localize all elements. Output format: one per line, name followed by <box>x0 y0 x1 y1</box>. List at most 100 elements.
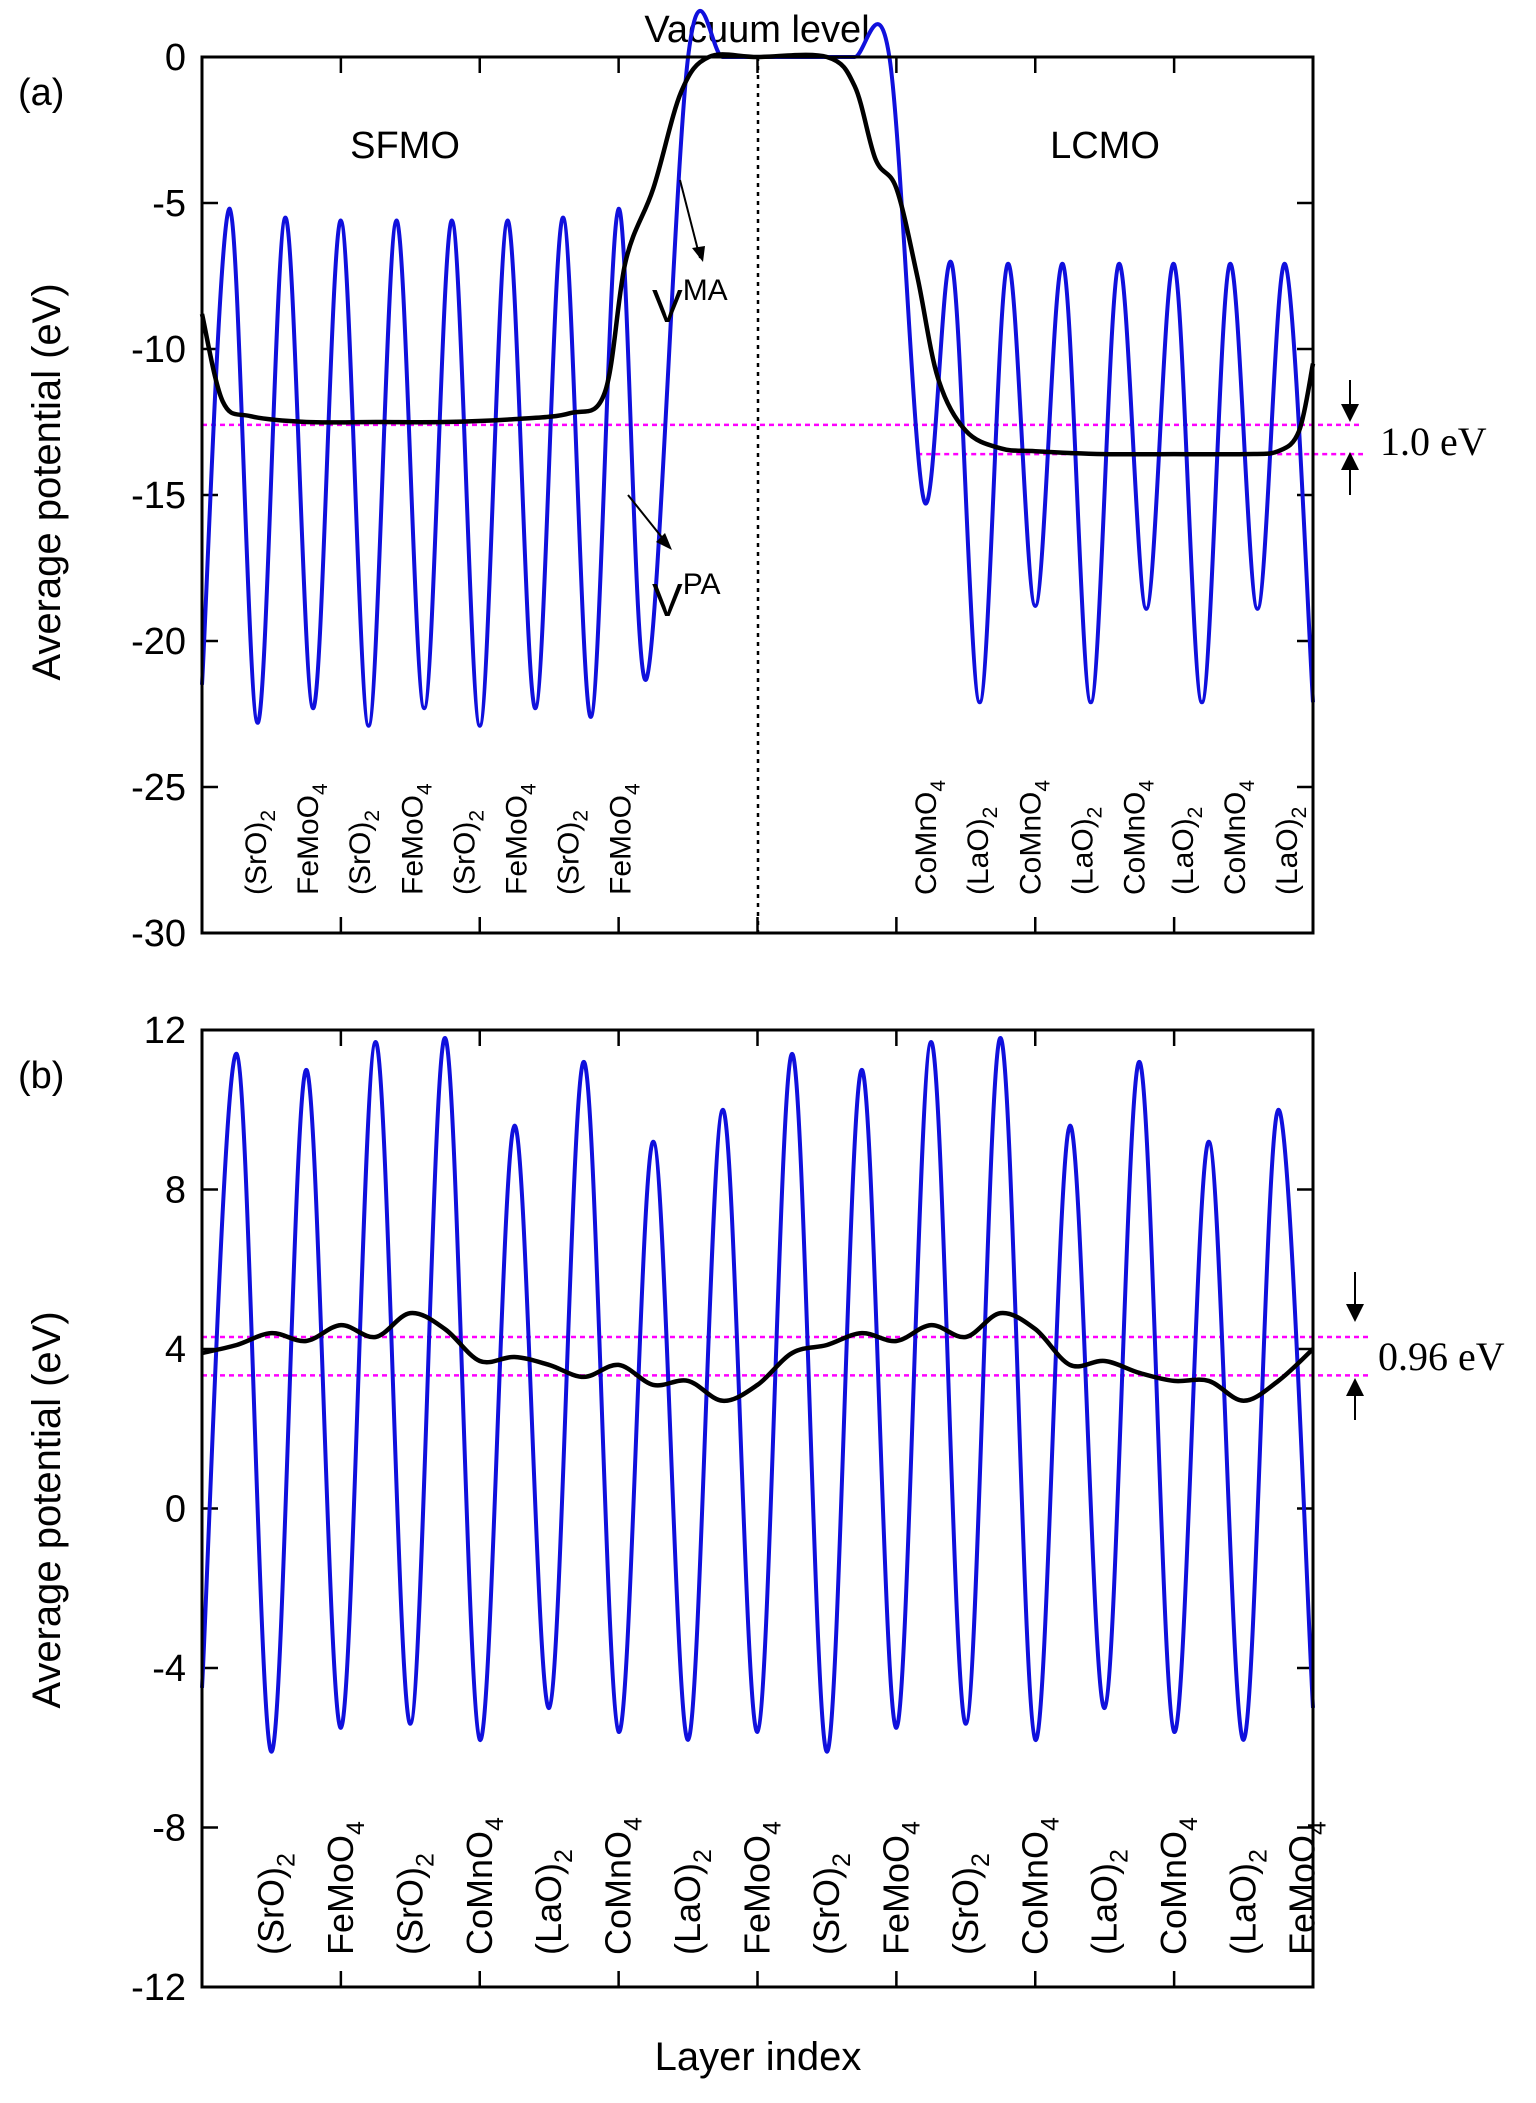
vma-arrow <box>679 179 701 259</box>
layer-label: CoMnO4 <box>1118 780 1158 895</box>
region-label-lcmo: LCMO <box>1050 125 1160 167</box>
layer-label-main: FeMoO <box>737 1835 778 1955</box>
vpa-annotation: VPA <box>627 494 720 626</box>
layer-label-main: FeMoO <box>320 1835 361 1955</box>
layer-label-main: (SrO) <box>448 822 481 895</box>
panel-a-ylabel: Average potential (eV) <box>25 283 69 680</box>
layer-label-main: (SrO) <box>553 822 586 895</box>
layer-label-sub: 4 <box>413 783 436 795</box>
layer-label: CoMnO4 <box>459 1817 509 1955</box>
layer-label-main: (LaO) <box>667 1863 708 1955</box>
panel-b-ylabel: Average potential (eV) <box>25 1311 69 1708</box>
layer-label: FeMoO4 <box>500 783 540 895</box>
layer-label-sub: 2 <box>979 807 1002 819</box>
layer-label-main: CoMnO <box>910 792 943 895</box>
layer-label: (SrO)2 <box>945 1853 995 1955</box>
y-tick-label: -12 <box>131 1967 186 2009</box>
panel-a-layer-labels: (SrO)2 FeMoO4(SrO)2 FeMoO4(SrO)2 FeMoO4(SrO… <box>240 780 1311 895</box>
vma-label-main: V <box>652 280 683 332</box>
y-tick-label: -30 <box>131 913 186 955</box>
layer-label-sub: 4 <box>1031 780 1054 792</box>
layer-label: FeMoO4 <box>396 783 436 895</box>
vma-arrow-head <box>692 246 705 262</box>
layer-label-sub: 4 <box>517 783 540 795</box>
y-tick-label: -20 <box>131 621 186 663</box>
region-label-sfmo: SFMO <box>350 125 460 167</box>
layer-label-main: CoMnO <box>1014 792 1047 895</box>
layer-label: FeMoO4 <box>1282 1821 1332 1955</box>
layer-label: (LaO)2 <box>528 1849 578 1955</box>
layer-label: FeMoO4 <box>292 783 332 895</box>
offset-b-arrow-down-head <box>1346 1304 1364 1322</box>
layer-label-sub: 4 <box>1236 780 1259 792</box>
panel-b-layer-labels: (SrO)2 FeMoO4(SrO)2 CoMnO4(LaO)2 CoMnO4(LaO… <box>250 1817 1331 1955</box>
layer-label-sub: 2 <box>257 810 280 822</box>
series-vma-line <box>201 1310 1315 1404</box>
layer-label-main: (SrO) <box>344 822 377 895</box>
layer-label: CoMnO4 <box>1014 1817 1064 1955</box>
layer-label-main: (SrO) <box>389 1867 430 1955</box>
layer-label: (SrO)2 <box>553 810 593 895</box>
layer-label-main: CoMnO <box>598 1831 639 1955</box>
offset-b-annotation: 0.96 eV <box>1346 1272 1505 1420</box>
layer-label-main: (SrO) <box>250 1867 291 1955</box>
offset-b-arrow-up-head <box>1346 1378 1364 1396</box>
panel-a-y-ticks: 0 -5 -10 -15 -20 -25 -30 <box>131 37 1313 955</box>
layer-label-sub: 4 <box>897 1821 925 1835</box>
vpa-arrow-head <box>656 533 672 550</box>
y-tick-label: -10 <box>131 329 186 371</box>
layer-label-main: FeMoO <box>500 795 533 895</box>
layer-label-main: CoMnO <box>459 1831 500 1955</box>
layer-label: (SrO)2 <box>240 810 280 895</box>
layer-label-main: CoMnO <box>1153 1831 1194 1955</box>
layer-label-sub: 2 <box>1288 807 1311 819</box>
layer-label: (LaO)2 <box>667 1849 717 1955</box>
layer-label-main: (LaO) <box>962 818 995 895</box>
layer-label: (SrO)2 <box>389 1853 439 1955</box>
layer-label-sub: 4 <box>1175 1817 1203 1831</box>
y-tick-label: -5 <box>152 183 186 225</box>
layer-label-sub: 2 <box>1184 807 1207 819</box>
layer-label-sub: 2 <box>550 1849 578 1863</box>
panel-a-reference-lines <box>202 423 1363 456</box>
layer-label: (LaO)2 <box>1167 807 1207 895</box>
layer-label: FeMoO4 <box>875 1821 925 1955</box>
layer-label: FeMoO4 <box>320 1821 370 1955</box>
layer-label-sub: 4 <box>481 1817 509 1831</box>
layer-label-sub: 4 <box>1036 1817 1064 1831</box>
panel-b-series <box>200 1035 1315 1754</box>
panel-b-y-ticks: 12 8 4 0 -4 -8 -12 <box>131 1010 1313 2009</box>
vpa-label: VPA <box>652 568 720 626</box>
layer-label: FeMoO4 <box>737 1821 787 1955</box>
y-tick-label: -25 <box>131 767 186 809</box>
layer-label-main: (LaO) <box>1271 818 1304 895</box>
vma-label: VMA <box>652 274 728 332</box>
layer-label-main: CoMnO <box>1118 792 1151 895</box>
layer-label: (LaO)2 <box>1066 807 1106 895</box>
layer-label-main: FeMoO <box>1282 1835 1323 1955</box>
layer-label-main: (LaO) <box>1167 818 1200 895</box>
y-tick-label: 0 <box>165 37 186 79</box>
layer-label-sub: 2 <box>465 810 488 822</box>
offset-b-label: 0.96 eV <box>1378 1334 1505 1379</box>
layer-label-main: (SrO) <box>240 822 273 895</box>
layer-label: CoMnO4 <box>910 780 950 895</box>
layer-label-sub: 2 <box>411 1853 439 1867</box>
layer-label-sub: 2 <box>967 1853 995 1867</box>
layer-label-main: FeMoO <box>875 1835 916 1955</box>
offset-a-annotation: 1.0 eV <box>1341 380 1487 495</box>
layer-label-main: (LaO) <box>1223 1863 1264 1955</box>
layer-label-main: FeMoO <box>605 795 638 895</box>
layer-label: (SrO)2 <box>344 810 384 895</box>
layer-label: (LaO)2 <box>1084 1849 1134 1955</box>
layer-label: (LaO)2 <box>962 807 1002 895</box>
panel-a-title: Vacuum level <box>644 9 869 51</box>
layer-label: (LaO)2 <box>1223 1849 1273 1955</box>
layer-label-sub: 2 <box>689 1849 717 1863</box>
offset-a-label: 1.0 eV <box>1380 419 1487 464</box>
panel-b-x-ticks <box>339 1030 1176 1987</box>
x-axis-label: Layer index <box>655 2035 862 2079</box>
layer-label-sub: 4 <box>759 1821 787 1835</box>
panel-b-label: (b) <box>18 1055 64 1097</box>
layer-label: FeMoO4 <box>605 783 645 895</box>
